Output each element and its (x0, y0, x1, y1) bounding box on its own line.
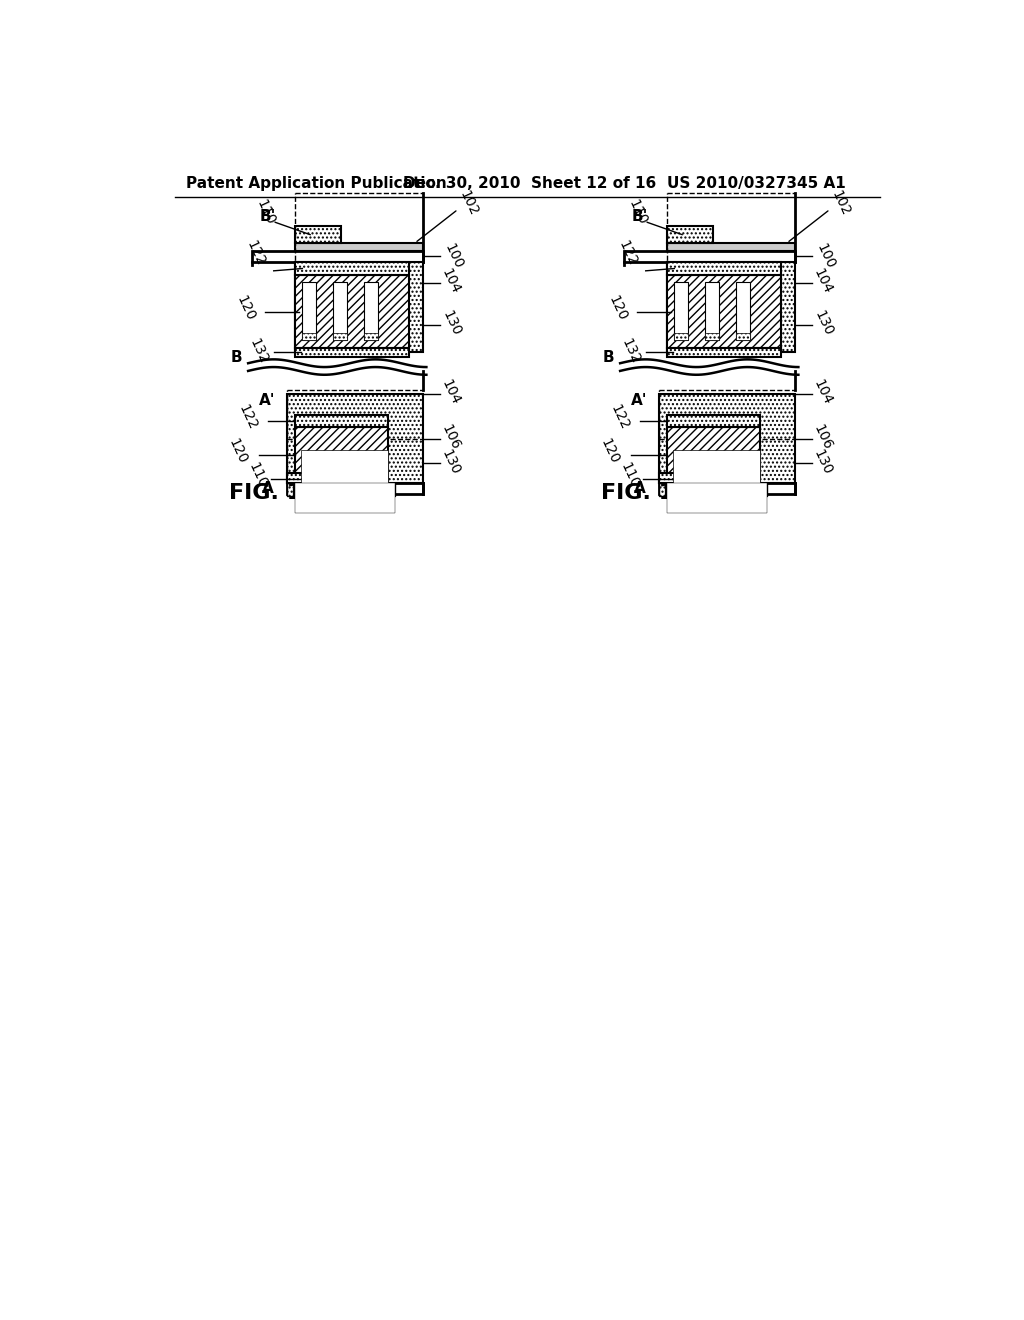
Text: 122: 122 (608, 403, 632, 432)
Bar (334, 333, 347, 341)
Bar (658, 395, 795, 483)
Text: 120: 120 (598, 436, 622, 466)
Bar (675, 333, 688, 341)
Bar (301, 450, 388, 483)
Text: 100: 100 (814, 242, 838, 271)
Bar (295, 263, 410, 275)
Bar (295, 414, 388, 428)
Text: 110: 110 (617, 459, 641, 490)
Text: Patent Application Publication: Patent Application Publication (186, 176, 446, 190)
Bar (736, 333, 751, 341)
Text: 122: 122 (237, 403, 260, 432)
Text: 104: 104 (810, 267, 835, 297)
Text: 102: 102 (829, 189, 853, 218)
Text: FIG. 12B: FIG. 12B (601, 483, 707, 503)
Bar (365, 282, 378, 341)
Text: 122: 122 (616, 238, 640, 268)
Text: 100: 100 (441, 242, 466, 271)
Bar (287, 483, 395, 496)
Bar (287, 395, 423, 483)
Bar (667, 428, 760, 483)
Text: 130: 130 (812, 309, 836, 338)
Bar (302, 282, 316, 341)
Bar (302, 333, 316, 341)
Bar (667, 263, 781, 275)
Bar (365, 333, 378, 341)
Text: Dec. 30, 2010: Dec. 30, 2010 (403, 176, 520, 190)
Bar (667, 226, 713, 243)
Text: A: A (634, 482, 645, 496)
Bar (658, 473, 721, 483)
Text: B': B' (259, 209, 275, 223)
Bar (295, 483, 395, 513)
Bar (667, 348, 781, 358)
Text: 132: 132 (247, 337, 270, 366)
Text: A': A' (631, 392, 648, 408)
Bar (706, 333, 719, 341)
Text: B': B' (632, 209, 648, 223)
Text: Sheet 12 of 16: Sheet 12 of 16 (531, 176, 656, 190)
Bar (252, 251, 423, 261)
Text: US 2010/0327345 A1: US 2010/0327345 A1 (667, 176, 846, 190)
Bar (667, 483, 767, 513)
Text: 132: 132 (618, 337, 642, 366)
Text: 130: 130 (810, 447, 835, 477)
Text: 102: 102 (457, 189, 481, 218)
Bar (673, 450, 760, 483)
Bar (334, 282, 347, 341)
Bar (287, 483, 423, 494)
Bar (667, 275, 781, 348)
Bar (736, 282, 751, 341)
Text: 130: 130 (440, 309, 464, 338)
Bar (706, 282, 719, 341)
Text: B: B (230, 350, 243, 364)
Bar (295, 275, 410, 348)
Bar (658, 483, 795, 494)
Bar (658, 483, 767, 496)
Text: 120: 120 (233, 293, 258, 322)
Text: 106: 106 (438, 422, 463, 453)
Text: 106: 106 (810, 422, 835, 453)
Text: 110: 110 (253, 197, 278, 227)
Text: A': A' (259, 392, 275, 408)
Bar (287, 473, 349, 483)
Bar (295, 243, 423, 251)
Bar (295, 348, 410, 358)
Text: 104: 104 (438, 267, 462, 297)
Bar (295, 226, 341, 243)
Text: 110: 110 (626, 197, 649, 227)
Text: 104: 104 (810, 378, 835, 408)
Text: B: B (603, 350, 614, 364)
Text: FIG. 12A: FIG. 12A (228, 483, 335, 503)
Bar (624, 251, 795, 261)
Text: 120: 120 (226, 436, 250, 466)
Text: 110: 110 (246, 459, 269, 490)
Bar (667, 414, 760, 428)
Bar (675, 282, 688, 341)
Text: 104: 104 (438, 378, 462, 408)
Text: 130: 130 (438, 447, 462, 477)
Bar (667, 261, 795, 352)
Text: 122: 122 (244, 238, 268, 268)
Bar (667, 243, 795, 251)
Text: 120: 120 (606, 293, 630, 322)
Bar (295, 428, 388, 483)
Bar (295, 261, 423, 352)
Text: A: A (261, 482, 273, 496)
